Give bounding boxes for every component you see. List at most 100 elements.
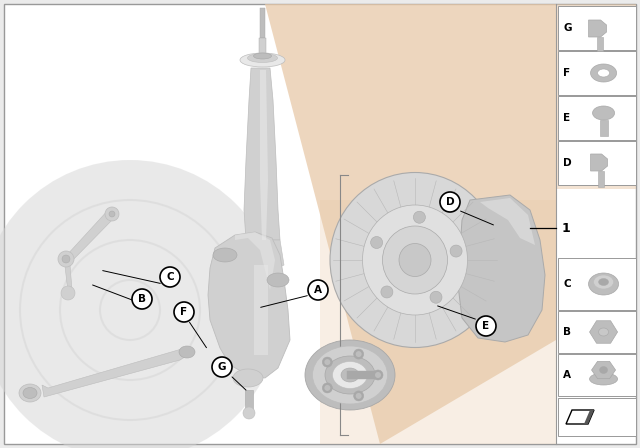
Text: D: D (563, 158, 572, 168)
Circle shape (132, 289, 152, 309)
Ellipse shape (598, 328, 609, 336)
Text: E: E (563, 113, 570, 123)
Text: F: F (180, 307, 188, 317)
Ellipse shape (248, 53, 278, 63)
Polygon shape (235, 232, 275, 290)
Text: D: D (445, 197, 454, 207)
Circle shape (356, 351, 362, 357)
Circle shape (324, 359, 330, 365)
Circle shape (354, 349, 364, 359)
Text: B: B (138, 294, 146, 304)
Ellipse shape (598, 69, 609, 77)
Ellipse shape (19, 384, 41, 402)
Text: C: C (166, 272, 174, 282)
Circle shape (323, 383, 332, 393)
Ellipse shape (253, 53, 271, 59)
Circle shape (354, 391, 364, 401)
Bar (600, 120, 607, 136)
Ellipse shape (330, 172, 500, 348)
Bar (558, 6, 636, 50)
Bar (254, 265, 268, 355)
Circle shape (413, 211, 426, 223)
Circle shape (323, 357, 332, 367)
Circle shape (381, 286, 393, 298)
Ellipse shape (598, 279, 609, 285)
Circle shape (105, 207, 119, 221)
Polygon shape (64, 208, 116, 263)
Bar (596, 37, 603, 51)
Bar (558, 354, 636, 396)
Ellipse shape (589, 273, 618, 295)
Ellipse shape (267, 273, 289, 287)
Circle shape (174, 302, 194, 322)
Text: C: C (563, 279, 571, 289)
Circle shape (58, 251, 74, 267)
Bar (558, 51, 636, 95)
Ellipse shape (591, 64, 616, 82)
Bar (558, 96, 636, 140)
Bar (558, 311, 636, 353)
Ellipse shape (325, 356, 375, 394)
Text: G: G (218, 362, 227, 372)
Circle shape (373, 370, 383, 380)
Bar (558, 141, 636, 185)
Circle shape (440, 192, 460, 212)
Circle shape (109, 211, 115, 217)
Circle shape (375, 372, 381, 378)
Circle shape (356, 393, 362, 399)
Ellipse shape (589, 373, 618, 385)
Polygon shape (584, 410, 594, 424)
Ellipse shape (593, 275, 614, 289)
Circle shape (371, 237, 383, 249)
Polygon shape (566, 410, 594, 424)
Ellipse shape (23, 388, 37, 399)
Circle shape (430, 291, 442, 303)
Circle shape (212, 357, 232, 377)
Text: G: G (563, 23, 572, 33)
Text: A: A (314, 285, 322, 295)
Ellipse shape (233, 369, 263, 387)
Polygon shape (244, 68, 280, 240)
Circle shape (243, 407, 255, 419)
Ellipse shape (213, 248, 237, 262)
Bar (598, 171, 604, 187)
Circle shape (450, 245, 462, 257)
Ellipse shape (341, 368, 359, 382)
Ellipse shape (362, 205, 467, 315)
Circle shape (160, 267, 180, 287)
Text: A: A (563, 370, 571, 380)
Polygon shape (591, 362, 616, 379)
Bar (347, 371, 377, 379)
Ellipse shape (399, 244, 431, 276)
Polygon shape (265, 4, 556, 444)
Text: F: F (563, 68, 570, 78)
Ellipse shape (240, 53, 285, 67)
Polygon shape (589, 20, 607, 37)
Bar (558, 258, 636, 310)
Bar (245, 390, 253, 412)
Bar (260, 8, 265, 38)
Ellipse shape (179, 346, 195, 358)
Ellipse shape (593, 106, 614, 120)
Bar (556, 4, 636, 189)
Polygon shape (240, 240, 284, 268)
Circle shape (476, 316, 496, 336)
Bar (259, 38, 266, 58)
Ellipse shape (333, 362, 367, 388)
Polygon shape (591, 154, 607, 171)
Polygon shape (42, 348, 188, 397)
Circle shape (308, 280, 328, 300)
Bar (250, 265, 275, 355)
Polygon shape (589, 321, 618, 343)
Bar (558, 398, 636, 436)
Text: B: B (563, 327, 571, 337)
Circle shape (61, 286, 75, 300)
Ellipse shape (312, 346, 387, 404)
Text: E: E (483, 321, 490, 331)
Polygon shape (65, 265, 72, 292)
Ellipse shape (600, 366, 607, 374)
Ellipse shape (383, 226, 447, 294)
Polygon shape (480, 198, 535, 245)
Polygon shape (320, 200, 556, 444)
Circle shape (0, 160, 280, 448)
